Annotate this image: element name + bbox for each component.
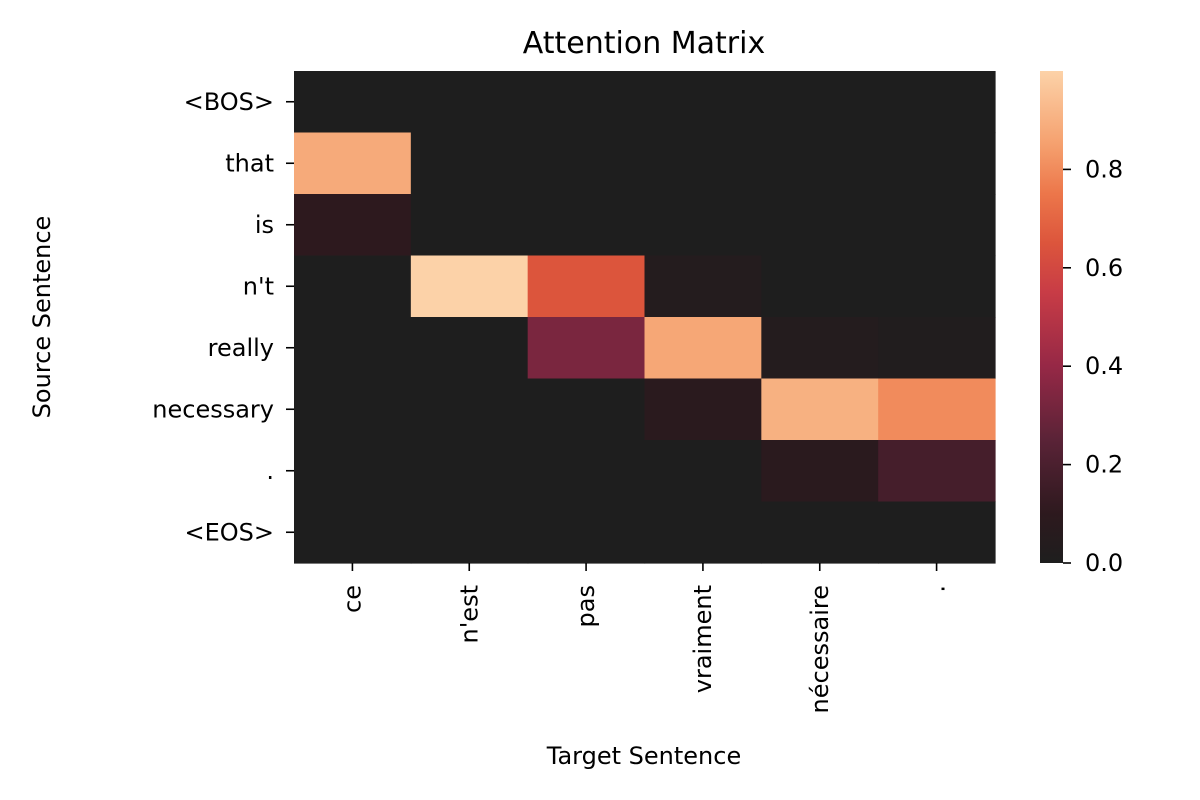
y-tick-label: that — [225, 149, 274, 177]
heatmap-cell-r2-c1 — [410, 194, 529, 257]
heatmap-cell-r1-c3 — [644, 132, 762, 195]
heatmap-cell-r7-c4 — [761, 501, 879, 564]
y-tick-label: <BOS> — [184, 88, 274, 116]
heatmap-cell-r4-c2 — [527, 317, 646, 380]
heatmap-cell-r3-c3 — [644, 255, 762, 318]
y-tick-label: n't — [243, 272, 274, 300]
heatmap-cell-r7-c0 — [294, 501, 412, 564]
x-tick-label: pas — [572, 585, 600, 627]
heatmap-cell-r0-c0 — [294, 71, 412, 134]
heatmap-cell-r5-c2 — [527, 378, 646, 441]
x-tick-label: n'est — [455, 585, 483, 644]
colorbar-tick-label: 0.0 — [1085, 549, 1123, 577]
heatmap-cell-r0-c2 — [527, 71, 646, 134]
heatmap-cell-r7-c1 — [410, 501, 529, 564]
x-tick-label: vraiment — [689, 585, 717, 693]
y-tick-label: necessary — [152, 395, 274, 423]
x-tick-label: . — [923, 585, 951, 593]
colorbar-ticks: 0.0 0.2 0.4 0.6 0.8 — [1063, 155, 1123, 577]
heatmap-cell-r3-c1 — [410, 255, 529, 318]
heatmap-cell-r5-c4 — [761, 378, 879, 441]
heatmap-cell-r2-c5 — [878, 194, 996, 257]
heatmap-cell-r4-c0 — [294, 317, 412, 380]
heatmap-cell-r2-c4 — [761, 194, 879, 257]
y-tick-label: really — [208, 334, 274, 362]
heatmap-cell-r6-c4 — [761, 440, 879, 503]
heatmap-cell-r6-c0 — [294, 440, 412, 503]
x-tick-label: nécessaire — [806, 585, 834, 713]
heatmap-cell-r1-c5 — [878, 132, 996, 195]
y-tick-label: . — [266, 457, 274, 485]
heatmap-cell-r5-c0 — [294, 378, 412, 441]
x-axis-label: Target Sentence — [546, 742, 741, 770]
heatmap-cell-r6-c3 — [644, 440, 762, 503]
heatmap-cell-r1-c0 — [294, 132, 412, 195]
heatmap-cell-r4-c1 — [410, 317, 529, 380]
colorbar-tick-label: 0.4 — [1085, 352, 1123, 380]
heatmap-cell-r6-c1 — [410, 440, 529, 503]
heatmap-cell-r7-c3 — [644, 501, 762, 564]
heatmap-cell-r7-c2 — [527, 501, 646, 564]
heatmap-cells — [294, 71, 996, 564]
x-tick-label: ce — [338, 585, 366, 613]
heatmap-cell-r5-c5 — [878, 378, 996, 441]
heatmap-cell-r0-c4 — [761, 71, 879, 134]
colorbar-tick-label: 0.2 — [1085, 451, 1123, 479]
colorbar-gradient — [1040, 71, 1063, 563]
heatmap-cell-r0-c3 — [644, 71, 762, 134]
heatmap-cell-r5-c3 — [644, 378, 762, 441]
heatmap-cell-r7-c5 — [878, 501, 996, 564]
heatmap-cell-r1-c2 — [527, 132, 646, 195]
heatmap-cell-r1-c1 — [410, 132, 529, 195]
heatmap-cell-r6-c2 — [527, 440, 646, 503]
heatmap-cell-r3-c0 — [294, 255, 412, 318]
chart-title: Attention Matrix — [523, 26, 765, 61]
colorbar-tick-label: 0.8 — [1085, 155, 1123, 183]
heatmap-cell-r0-c1 — [410, 71, 529, 134]
heatmap-cell-r2-c0 — [294, 194, 412, 257]
heatmap-cell-r6-c5 — [878, 440, 996, 503]
heatmap-cell-r4-c3 — [644, 317, 762, 380]
heatmap-cell-r4-c5 — [878, 317, 996, 380]
x-axis-ticks: ce n'est pas vraiment nécessaire. — [338, 563, 951, 713]
heatmap-cell-r3-c2 — [527, 255, 646, 318]
heatmap-cell-r2-c3 — [644, 194, 762, 257]
y-axis-label: Source Sentence — [28, 216, 56, 419]
y-tick-label: <EOS> — [184, 518, 274, 546]
y-axis-ticks: <BOS> that is n't really necessary. <EOS> — [152, 88, 294, 546]
colorbar-tick-label: 0.6 — [1085, 254, 1123, 282]
heatmap-cell-r0-c5 — [878, 71, 996, 134]
colorbar: 0.0 0.2 0.4 0.6 0.8 — [1040, 71, 1123, 577]
heatmap-cell-r4-c4 — [761, 317, 879, 380]
heatmap-cell-r3-c5 — [878, 255, 996, 318]
y-tick-label: is — [255, 211, 274, 239]
heatmap-cell-r2-c2 — [527, 194, 646, 257]
heatmap-cell-r1-c4 — [761, 132, 879, 195]
heatmap-cell-r5-c1 — [410, 378, 529, 441]
heatmap-cell-r3-c4 — [761, 255, 879, 318]
